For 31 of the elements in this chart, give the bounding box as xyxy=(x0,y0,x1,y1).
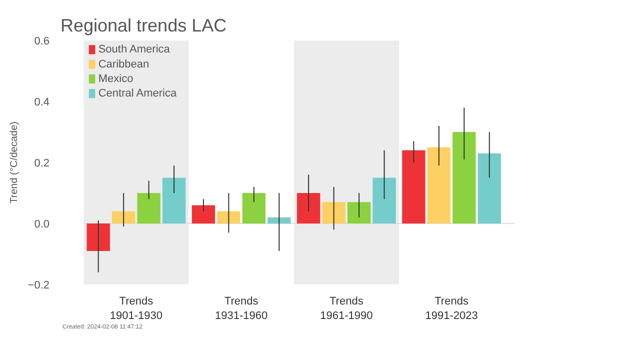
y-axis-title: Trend (°C/decade) xyxy=(8,122,20,204)
x-tick-label: Trends 1961-1990 xyxy=(320,296,373,322)
legend-label: South America xyxy=(98,44,171,56)
bar xyxy=(296,193,320,224)
x-tick-label: Trends 1931-1960 xyxy=(215,296,268,322)
bar xyxy=(86,224,110,251)
y-tick-label: 0.4 xyxy=(34,96,50,108)
x-tick-label: Trends 1991-2023 xyxy=(425,296,478,322)
bar xyxy=(427,147,451,224)
bar xyxy=(322,202,346,224)
y-tick-label: −0.2 xyxy=(28,280,50,292)
y-tick-label: 0.0 xyxy=(34,218,50,230)
chart-title: Regional trends LAC xyxy=(60,16,227,36)
legend-label: Central America xyxy=(98,88,178,100)
bar xyxy=(192,205,216,224)
legend-label: Caribbean xyxy=(98,58,150,70)
bar xyxy=(268,217,291,224)
bar xyxy=(112,211,136,224)
bar xyxy=(478,153,501,224)
y-tick-label: 0.2 xyxy=(34,158,50,170)
bar xyxy=(452,132,476,224)
y-tick-label: 0.6 xyxy=(34,36,50,48)
bar xyxy=(162,178,186,224)
legend-label: Mexico xyxy=(98,72,134,85)
bar xyxy=(402,150,426,224)
bar xyxy=(137,193,160,224)
bar xyxy=(217,211,240,224)
bar xyxy=(347,202,371,224)
bar xyxy=(372,178,396,224)
bar xyxy=(242,193,266,224)
x-tick-label: Trends 1901-1930 xyxy=(110,296,162,322)
